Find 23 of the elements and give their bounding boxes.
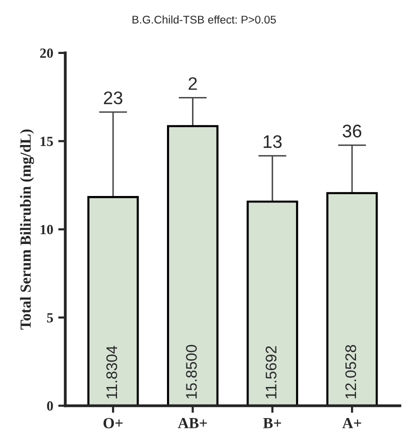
bar (87, 196, 139, 406)
annotation: 36 (342, 124, 362, 138)
y-tick-label: 5 (47, 313, 53, 322)
y-tick-label: 15 (40, 136, 53, 146)
data-label: 15.8500 (186, 344, 197, 398)
y-axis-title: Total Serum Bilirubin (mg/dL) (20, 129, 34, 330)
x-tick-label: A+ (342, 418, 362, 428)
data-label: 11.8304 (106, 346, 118, 398)
x-tick-label: B+ (263, 418, 282, 428)
annotation: 2 (188, 77, 197, 90)
y-tick-label: 20 (40, 48, 53, 58)
x-tick-label: O+ (104, 418, 123, 428)
chart-title: B.G.Child-TSB effect: P>0.05 (132, 15, 276, 24)
y-tick-label: 10 (40, 224, 53, 234)
bar (166, 125, 218, 406)
data-label: 12.0528 (345, 344, 356, 398)
data-label: 11.5692 (266, 346, 276, 398)
bar (326, 192, 378, 406)
bar (246, 200, 298, 406)
annotation: 23 (104, 91, 122, 104)
x-tick-label: AB+ (178, 418, 207, 428)
annotation: 13 (264, 135, 282, 148)
y-tick-label: 0 (47, 401, 53, 411)
